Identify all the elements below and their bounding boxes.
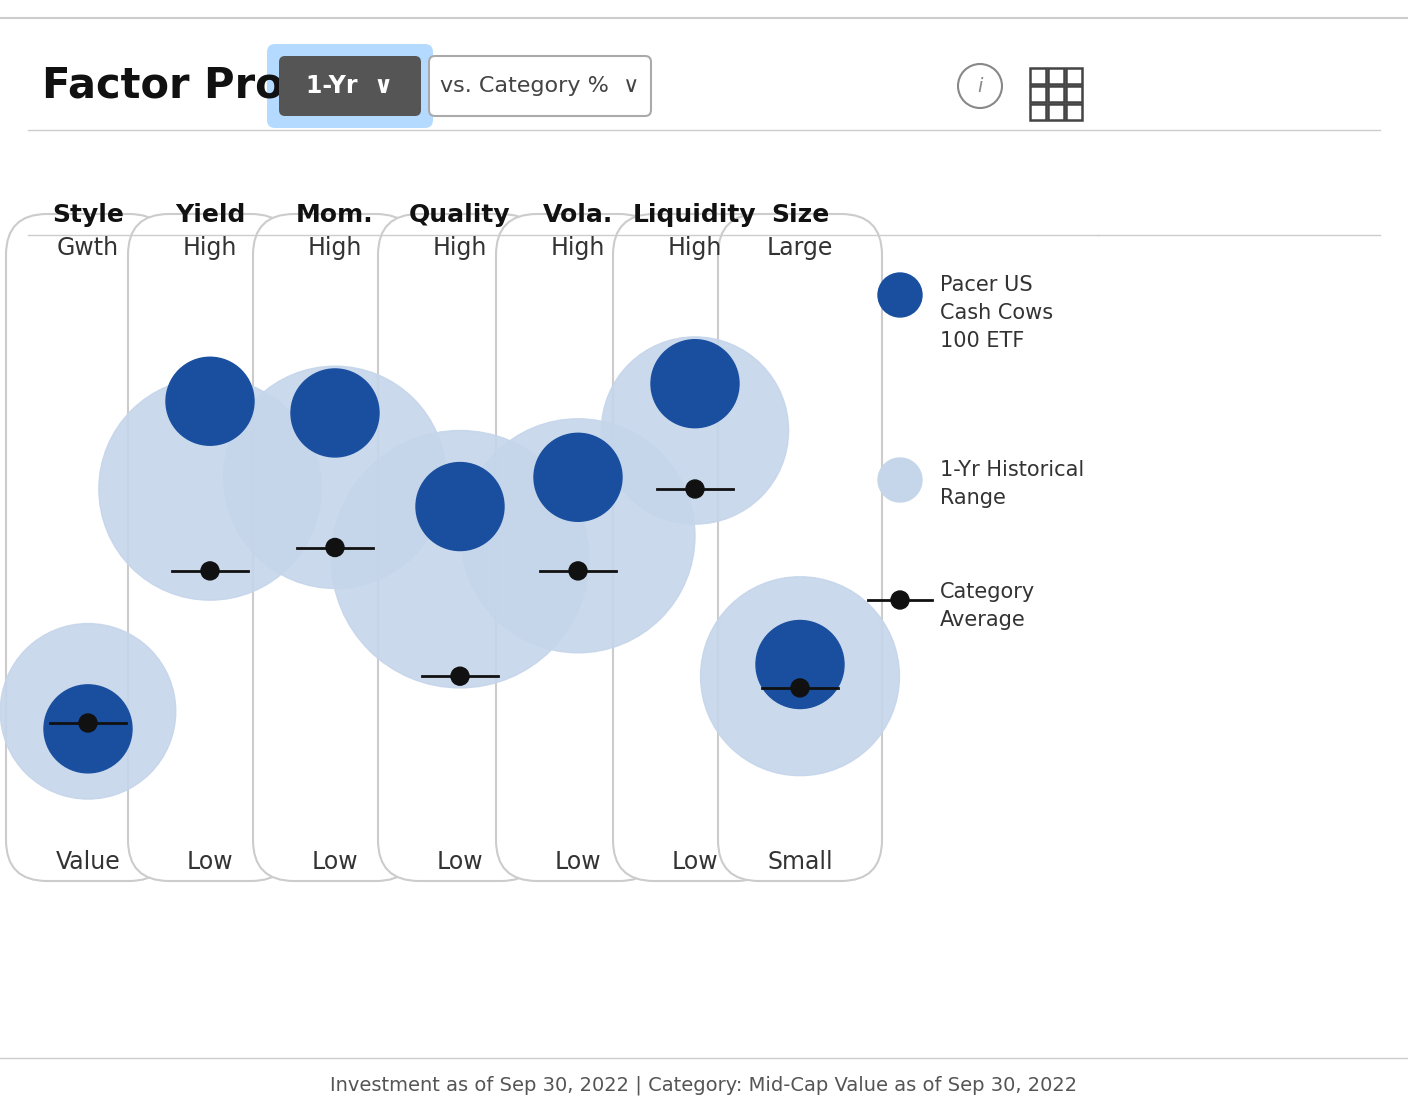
Text: Large: Large — [767, 236, 834, 260]
Text: Low: Low — [311, 851, 358, 874]
Text: Small: Small — [767, 851, 832, 874]
Text: High: High — [183, 236, 237, 260]
Circle shape — [791, 679, 810, 697]
Circle shape — [331, 430, 589, 688]
FancyBboxPatch shape — [377, 213, 542, 881]
Text: Low: Low — [436, 851, 483, 874]
Text: i: i — [977, 76, 983, 95]
Circle shape — [166, 357, 253, 446]
Text: Value: Value — [56, 851, 120, 874]
Text: High: High — [551, 236, 605, 260]
Text: Liquidity: Liquidity — [634, 204, 758, 227]
Bar — [1048, 104, 1064, 119]
FancyBboxPatch shape — [279, 56, 421, 116]
Text: Investment as of Sep 30, 2022 | Category: Mid-Cap Value as of Sep 30, 2022: Investment as of Sep 30, 2022 | Category… — [331, 1075, 1077, 1095]
Text: Quality: Quality — [410, 204, 511, 227]
FancyBboxPatch shape — [253, 213, 417, 881]
Circle shape — [224, 366, 446, 588]
Circle shape — [569, 562, 587, 580]
Text: High: High — [432, 236, 487, 260]
Text: Factor Profile: Factor Profile — [42, 64, 359, 106]
Text: Vola.: Vola. — [543, 204, 612, 227]
Text: Category
Average: Category Average — [941, 582, 1035, 630]
FancyBboxPatch shape — [718, 213, 881, 881]
Text: 1-Yr Historical
Range: 1-Yr Historical Range — [941, 460, 1084, 508]
FancyBboxPatch shape — [128, 213, 291, 881]
Text: Style: Style — [52, 204, 124, 227]
Circle shape — [891, 591, 910, 609]
Circle shape — [701, 576, 900, 775]
Bar — [1048, 86, 1064, 102]
Bar — [1048, 67, 1064, 84]
Bar — [1031, 104, 1046, 119]
Circle shape — [534, 434, 622, 521]
Text: High: High — [308, 236, 362, 260]
Bar — [1066, 86, 1081, 102]
Text: Gwth: Gwth — [56, 236, 120, 260]
FancyBboxPatch shape — [6, 213, 170, 881]
Circle shape — [79, 714, 97, 732]
FancyBboxPatch shape — [429, 56, 650, 116]
FancyBboxPatch shape — [496, 213, 660, 881]
Circle shape — [201, 562, 220, 580]
Text: Low: Low — [672, 851, 718, 874]
Bar — [1066, 67, 1081, 84]
Circle shape — [650, 340, 739, 428]
Circle shape — [99, 378, 321, 601]
Text: vs. Category %  ∨: vs. Category % ∨ — [441, 76, 639, 96]
Circle shape — [0, 624, 176, 799]
Text: Low: Low — [555, 851, 601, 874]
FancyBboxPatch shape — [612, 213, 777, 881]
Text: Yield: Yield — [175, 204, 245, 227]
Bar — [1031, 67, 1046, 84]
Text: High: High — [667, 236, 722, 260]
Bar — [1031, 86, 1046, 102]
Bar — [1066, 104, 1081, 119]
Circle shape — [415, 462, 504, 551]
Text: Low: Low — [187, 851, 234, 874]
Circle shape — [451, 667, 469, 686]
Circle shape — [460, 419, 696, 653]
Circle shape — [44, 685, 132, 773]
Text: Size: Size — [770, 204, 829, 227]
Circle shape — [879, 458, 922, 502]
Text: 1-Yr  ∨: 1-Yr ∨ — [307, 74, 394, 98]
FancyBboxPatch shape — [268, 44, 434, 128]
Circle shape — [291, 369, 379, 457]
Text: Pacer US
Cash Cows
100 ETF: Pacer US Cash Cows 100 ETF — [941, 275, 1053, 351]
Circle shape — [686, 480, 704, 498]
Circle shape — [756, 620, 843, 709]
Circle shape — [327, 539, 344, 556]
Circle shape — [879, 273, 922, 317]
Circle shape — [601, 337, 788, 524]
Text: Mom.: Mom. — [296, 204, 373, 227]
